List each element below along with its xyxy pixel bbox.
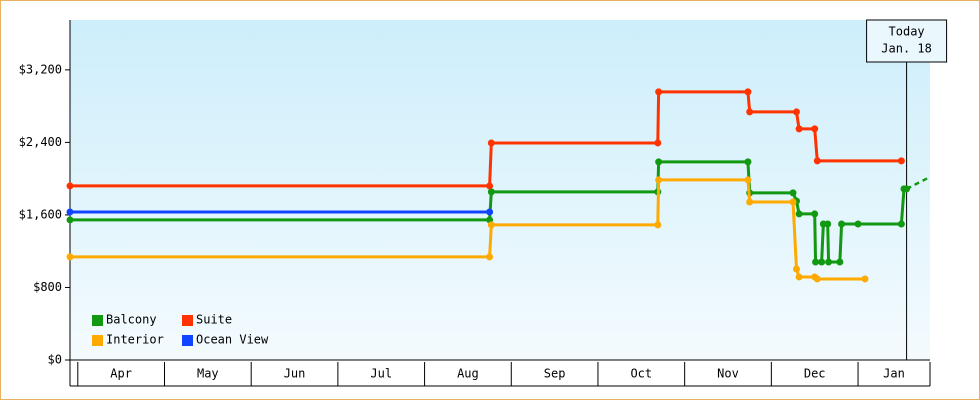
point xyxy=(66,216,74,224)
x-tick-label: Oct xyxy=(630,367,652,381)
x-tick-label: Nov xyxy=(717,367,739,381)
point xyxy=(746,108,754,116)
y-tick-label: $1,600 xyxy=(19,207,62,221)
x-tick-label: Jun xyxy=(284,367,306,381)
point xyxy=(795,273,803,281)
point xyxy=(811,210,819,218)
point xyxy=(854,220,862,228)
point xyxy=(487,139,495,147)
point xyxy=(789,189,797,197)
legend-swatch xyxy=(182,315,193,326)
point xyxy=(795,125,803,133)
point xyxy=(654,139,662,147)
point xyxy=(486,208,494,216)
x-tick-label: May xyxy=(197,367,219,381)
legend-label: Ocean View xyxy=(196,333,269,347)
series-line xyxy=(70,90,902,188)
point xyxy=(792,108,800,116)
point xyxy=(903,185,911,193)
point xyxy=(655,158,663,166)
point xyxy=(818,258,826,266)
y-tick-label: $0 xyxy=(48,353,62,367)
x-tick-label: Aug xyxy=(457,367,479,381)
today-label: Today xyxy=(889,25,925,39)
legend-swatch xyxy=(92,315,103,326)
point xyxy=(812,258,820,266)
point xyxy=(813,157,821,165)
point xyxy=(655,176,663,184)
y-tick-label: $3,200 xyxy=(19,62,62,76)
point xyxy=(811,125,819,133)
point xyxy=(744,158,752,166)
x-tick-label: Jul xyxy=(370,367,392,381)
x-tick-label: Apr xyxy=(110,367,132,381)
y-tick-label: $2,400 xyxy=(19,135,62,149)
today-box xyxy=(866,19,948,63)
legend-swatch xyxy=(182,335,193,346)
x-tick-label: Jan xyxy=(883,367,905,381)
point xyxy=(487,221,495,229)
point xyxy=(744,88,752,96)
legend-label: Suite xyxy=(196,313,232,327)
x-tick-label: Sep xyxy=(544,367,566,381)
point xyxy=(897,220,905,228)
point xyxy=(486,253,494,261)
y-tick-label: $800 xyxy=(33,280,62,294)
point xyxy=(897,157,905,165)
point xyxy=(487,188,495,196)
point xyxy=(746,198,754,206)
x-tick-label: Dec xyxy=(804,367,826,381)
point xyxy=(66,182,74,190)
point xyxy=(861,275,869,283)
point xyxy=(795,210,803,218)
point xyxy=(654,221,662,229)
point xyxy=(66,208,74,216)
point xyxy=(789,198,797,206)
point xyxy=(744,176,752,184)
today-label: Jan. 18 xyxy=(881,42,932,56)
point xyxy=(486,182,494,190)
point xyxy=(813,275,821,283)
point xyxy=(825,258,833,266)
point xyxy=(836,258,844,266)
point xyxy=(655,88,663,96)
legend-swatch xyxy=(92,335,103,346)
projection-line xyxy=(906,175,931,191)
point xyxy=(838,220,846,228)
point xyxy=(66,253,74,261)
plot-area xyxy=(70,20,930,360)
legend-label: Balcony xyxy=(106,313,157,327)
legend-label: Interior xyxy=(106,333,164,347)
point xyxy=(824,220,832,228)
point xyxy=(792,265,800,273)
